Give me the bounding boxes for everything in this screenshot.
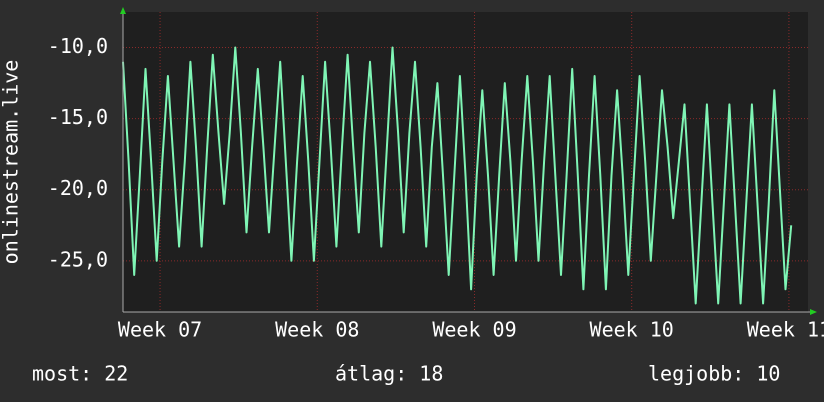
data-line (122, 46, 793, 305)
y-arrow (120, 7, 126, 14)
y-axis-label: onlinestream.live (0, 60, 23, 265)
footer-average: átlag: 18 (335, 362, 443, 386)
y-tick-label: -15,0 (48, 105, 108, 129)
footer-best: legjobb: 10 (648, 362, 780, 386)
plot (122, 46, 793, 305)
x-arrow (810, 309, 817, 315)
x-tick-label: Week 07 (118, 318, 202, 342)
x-tick-label: Week 09 (432, 318, 516, 342)
y-tick-label: -10,0 (48, 34, 108, 58)
x-tick-label: Week 11 (747, 318, 824, 342)
y-tick-label: -20,0 (48, 176, 108, 200)
x-tick-label: Week 10 (590, 318, 674, 342)
footer-current: most: 22 (32, 362, 128, 386)
y-tick-label: -25,0 (48, 247, 108, 271)
x-tick-label: Week 08 (275, 318, 359, 342)
